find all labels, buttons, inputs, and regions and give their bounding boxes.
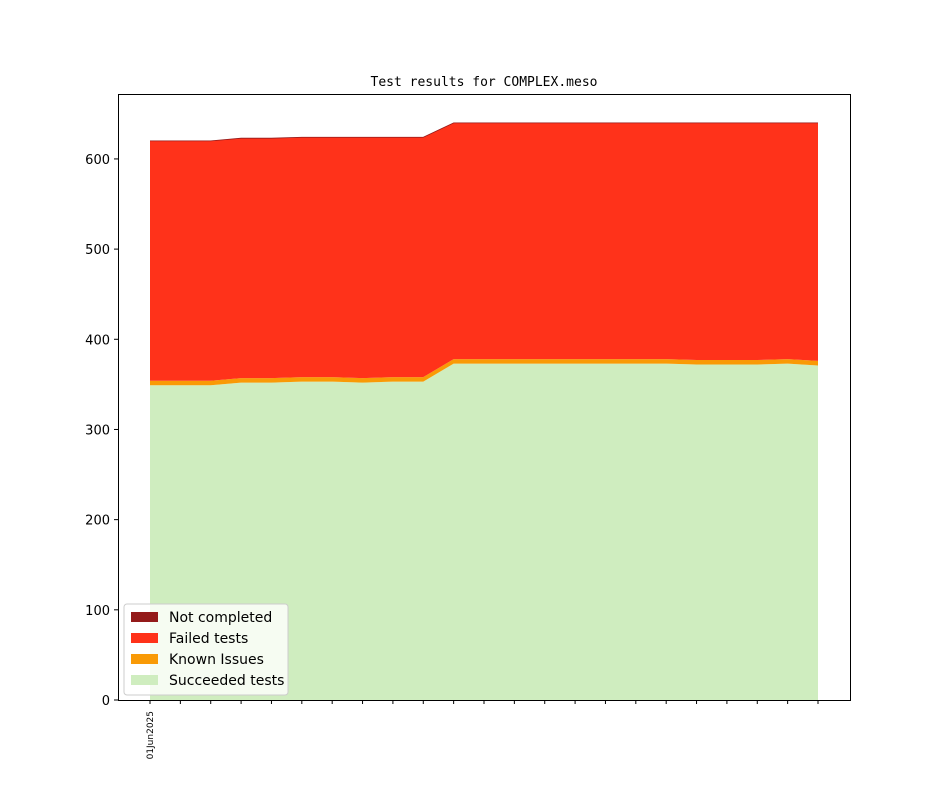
legend-label: Not completed: [169, 610, 272, 626]
y-tick-label: 500: [85, 243, 110, 258]
series-area-failed-tests: [150, 122, 818, 381]
legend-swatch: [131, 654, 158, 664]
series-area-known-issues: [150, 359, 818, 386]
legend-swatch: [131, 675, 158, 685]
plot-area: [150, 122, 818, 700]
y-tick-label: 100: [85, 604, 110, 619]
legend-swatch: [131, 633, 158, 643]
y-tick-label: 400: [85, 333, 110, 348]
axes: 0 100 200 300 400 500 600 01Jun2025: [85, 153, 819, 759]
chart-title: Test results for COMPLEX.meso: [371, 75, 598, 90]
series-area-top-edge: [150, 122, 818, 142]
y-tick-label: 300: [85, 423, 110, 438]
series-area-succeeded-tests: [150, 363, 818, 700]
legend-swatch: [131, 612, 158, 622]
legend-label: Succeeded tests: [169, 673, 284, 689]
legend-label: Failed tests: [169, 631, 248, 647]
y-tick-label: 200: [85, 514, 110, 529]
legend: Not completed Failed tests Known Issues Suc…: [123, 603, 289, 696]
x-tick-label: 01Jun2025: [146, 711, 156, 759]
y-tick-label: 600: [85, 153, 110, 168]
legend-label: Known Issues: [169, 652, 264, 668]
y-tick-label: 0: [102, 694, 110, 709]
legend-box: [123, 603, 289, 696]
